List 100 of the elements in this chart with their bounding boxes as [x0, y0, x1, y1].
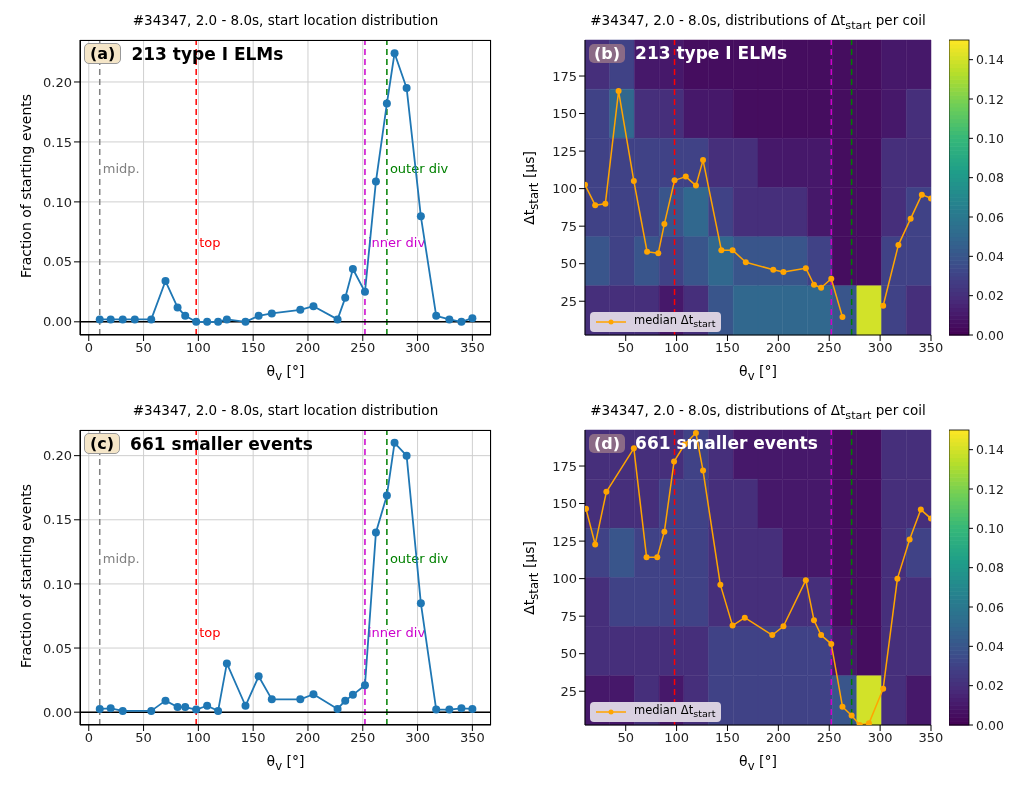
- x-axis-title: θ$_{v}$ [°]: [265, 363, 306, 383]
- y-tick-label: 75: [560, 608, 577, 624]
- point: [615, 88, 622, 95]
- point: [382, 99, 391, 108]
- point: [254, 672, 263, 681]
- color-bar-label: 0.10: [976, 520, 1004, 536]
- point: [333, 704, 342, 713]
- x-tick-label: 200: [765, 730, 791, 746]
- point: [585, 505, 590, 512]
- chart-title: #34347, 2.0 - 8.0s, start location distribution: [131, 12, 440, 28]
- annotation: 213 type I ELMs: [635, 43, 788, 63]
- point: [802, 265, 809, 272]
- point: [341, 696, 350, 705]
- annotation: (a): [84, 43, 122, 64]
- color-bar-label: 0.08: [976, 170, 1004, 186]
- ref-line-label: top: [199, 234, 221, 250]
- x-tick-label: 250: [350, 340, 376, 356]
- x-tick-label: 350: [459, 340, 485, 356]
- color-bar-label: 0.14: [976, 52, 1004, 68]
- x-tick-label: 150: [715, 730, 740, 746]
- y-tick-label: 100: [552, 571, 577, 587]
- x-tick-label: 250: [816, 730, 842, 746]
- ref-line-label: inner div: [367, 624, 426, 640]
- x-tick-label: 250: [350, 730, 376, 746]
- x-tick-label: 350: [918, 340, 944, 356]
- y-tick-label: 0.15: [43, 134, 72, 150]
- point: [309, 690, 318, 699]
- point: [192, 705, 201, 714]
- y-tick-label: 25: [560, 293, 577, 309]
- point: [106, 704, 115, 713]
- ref-line-label: midp.: [102, 160, 140, 176]
- point: [203, 701, 212, 710]
- point: [432, 311, 441, 320]
- color-bar-label: 0.12: [976, 481, 1004, 497]
- point: [603, 488, 610, 495]
- point: [592, 541, 599, 548]
- point: [222, 659, 231, 668]
- point: [729, 622, 736, 629]
- annotation: 661 smaller events: [130, 433, 313, 454]
- point: [147, 706, 156, 715]
- y-tick-label: 0.00: [43, 704, 72, 720]
- point: [173, 703, 182, 712]
- x-axis-title: θ$_{v}$ [°]: [738, 363, 778, 383]
- y-tick-label: 50: [560, 646, 577, 662]
- annotation: 213 type I ELMs: [131, 43, 284, 64]
- point: [402, 451, 411, 460]
- point: [661, 220, 668, 227]
- point: [296, 695, 305, 704]
- x-tick-label: 200: [295, 730, 321, 746]
- color-bar-label: 0.06: [976, 209, 1004, 225]
- point: [267, 309, 276, 318]
- x-tick-label: 350: [459, 730, 485, 746]
- x-tick-label: 0: [84, 730, 93, 746]
- point: [839, 313, 846, 320]
- point: [918, 191, 925, 198]
- x-tick-label: 250: [816, 340, 842, 356]
- point: [445, 705, 454, 714]
- point: [382, 491, 391, 500]
- annotation: (b): [589, 43, 626, 63]
- legend-label: median Δt$_{start}$: [634, 701, 716, 721]
- point: [643, 554, 650, 561]
- color-bar-label: 0.06: [976, 599, 1004, 615]
- chart-title: #34347, 2.0 - 8.0s, distributions of Δt$_{start}$ per coil: [589, 402, 927, 422]
- point: [671, 177, 678, 184]
- y-tick-label: 50: [560, 256, 577, 272]
- y-axis-title: Fraction of starting events: [18, 92, 34, 280]
- x-tick-label: 200: [295, 340, 321, 356]
- point: [390, 438, 399, 447]
- point: [390, 49, 399, 58]
- point: [161, 277, 170, 286]
- point: [741, 614, 748, 621]
- point: [671, 458, 678, 465]
- point: [222, 315, 231, 324]
- point: [828, 640, 835, 647]
- point: [416, 212, 425, 221]
- point: [661, 528, 668, 535]
- y-tick-label: 0.20: [43, 74, 72, 90]
- annotation: (c): [84, 433, 121, 454]
- point: [780, 623, 787, 630]
- point: [729, 247, 736, 254]
- point: [341, 293, 350, 302]
- y-tick-label: 0.15: [43, 512, 72, 528]
- x-axis-title: θ$_{v}$ [°]: [738, 753, 778, 773]
- point: [468, 704, 477, 713]
- point: [348, 265, 357, 274]
- y-axis-title: Fraction of starting events: [18, 482, 34, 670]
- point: [865, 720, 872, 725]
- point: [655, 250, 662, 257]
- x-axis-title: θ$_{v}$ [°]: [265, 753, 306, 773]
- point: [468, 314, 477, 323]
- point: [309, 302, 318, 311]
- y-tick-label: 175: [552, 458, 577, 474]
- y-tick-label: 150: [552, 496, 577, 512]
- point: [95, 704, 104, 713]
- x-tick-label: 100: [185, 730, 211, 746]
- y-tick-label: 75: [560, 218, 577, 234]
- y-tick-label: 0.10: [43, 194, 72, 210]
- point: [173, 303, 182, 312]
- point: [241, 317, 250, 326]
- point: [630, 178, 637, 185]
